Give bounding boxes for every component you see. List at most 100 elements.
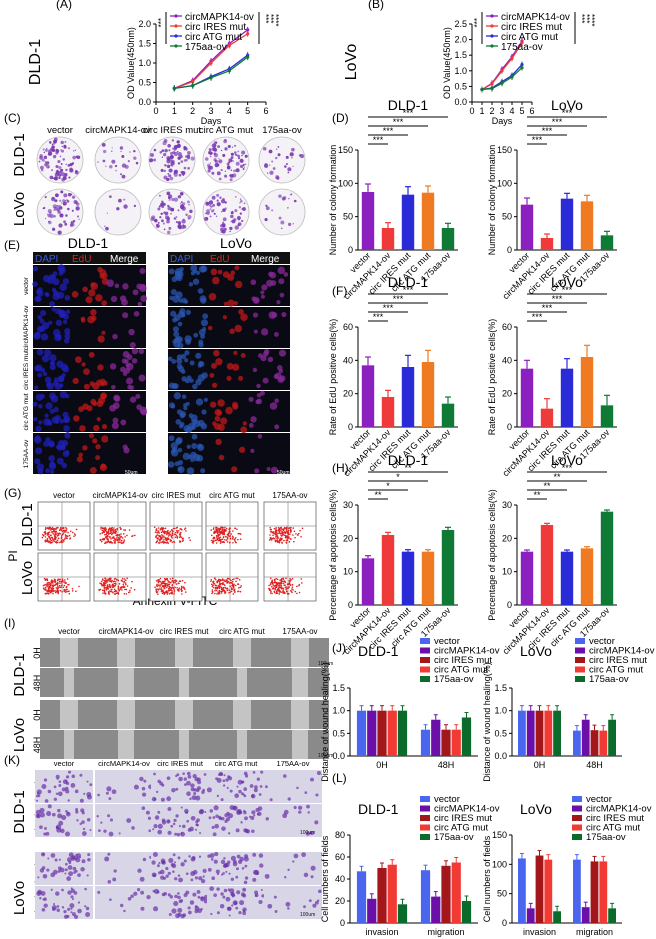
event-dot (63, 531, 65, 534)
event-dot (165, 590, 168, 592)
event-dot (68, 534, 71, 537)
event-dot (290, 579, 292, 581)
event-dot (113, 536, 115, 538)
event-dot (233, 588, 236, 591)
event-dot (226, 541, 229, 543)
event-dot (158, 534, 160, 537)
colony (69, 223, 74, 227)
event-dot (47, 527, 50, 530)
event-dot (184, 527, 187, 530)
event-dot (75, 528, 78, 531)
event-dot (171, 534, 174, 537)
stained-cell (58, 780, 62, 783)
x-tick-label: invasion (523, 927, 556, 937)
event-dot (53, 528, 56, 530)
nucleus (191, 442, 198, 450)
colony (228, 161, 230, 164)
event-dot (171, 584, 174, 587)
stained-cell (183, 859, 187, 863)
colony (173, 170, 178, 174)
event-dot (101, 532, 104, 534)
colony (230, 174, 234, 177)
colony (242, 207, 246, 211)
event-dot (167, 535, 170, 537)
stain-header: Merge (251, 254, 280, 265)
legend-label: 175aa-ov (589, 674, 629, 685)
event-dot (288, 579, 291, 582)
nucleus (177, 321, 183, 327)
event-dot (285, 590, 288, 593)
stained-cell (47, 789, 52, 794)
colony (183, 145, 187, 149)
stained-cell (68, 871, 74, 877)
event-dot (222, 526, 224, 529)
event-dot (224, 580, 226, 583)
bar (553, 911, 561, 923)
nucleus (72, 377, 79, 385)
stained-cell (216, 911, 220, 915)
event-dot (230, 579, 232, 582)
y-axis-label: Cell numbers of fields (482, 835, 492, 922)
colony (51, 169, 54, 172)
stained-cell (198, 876, 203, 881)
event-dot (278, 582, 280, 584)
stained-cell (283, 774, 287, 778)
event-dot (271, 579, 273, 582)
event-dot (212, 540, 215, 542)
x-tick-label: 5 (245, 106, 250, 116)
event-dot (228, 589, 231, 591)
event-dot (177, 590, 180, 592)
event-dot (273, 581, 276, 584)
nucleus (248, 396, 254, 402)
stained-cell (193, 792, 197, 796)
colony (181, 170, 186, 176)
g-header: vector (53, 491, 75, 500)
colony (170, 212, 172, 215)
x-tick-label: 5 (519, 106, 524, 116)
stained-cell (209, 809, 214, 813)
y-tick-label: 0.0 (494, 751, 507, 761)
bar (520, 368, 534, 427)
nucleus (192, 383, 198, 390)
stained-cell (231, 895, 234, 898)
event-dot (125, 593, 128, 595)
bar (580, 201, 594, 250)
nucleus (172, 447, 178, 453)
event-dot (155, 590, 158, 592)
event-dot (184, 591, 187, 593)
colony (133, 150, 136, 153)
event-dot (289, 584, 292, 586)
event-dot (44, 526, 47, 529)
bar (590, 730, 599, 756)
legend-swatch (575, 647, 585, 654)
data-point (227, 69, 231, 73)
g-header: 175AA-ov (272, 491, 307, 500)
stained-cell (172, 870, 175, 873)
nucleus (167, 461, 175, 468)
y-tick-label: 0.0 (454, 97, 467, 107)
nucleus (233, 300, 238, 306)
stained-cell (55, 792, 59, 795)
bar (401, 194, 415, 250)
stained-cell (43, 903, 48, 908)
event-dot (64, 582, 67, 585)
c-header: circ IRES mut (143, 125, 201, 136)
colony (224, 170, 227, 173)
time-label: 48H (32, 737, 42, 754)
event-dot (49, 538, 52, 541)
colony (135, 161, 139, 165)
event-dot (114, 593, 117, 595)
stained-cell (50, 888, 53, 891)
event-dot (57, 526, 59, 529)
event-dot (59, 526, 62, 529)
colony (213, 152, 217, 156)
nucleus (172, 317, 178, 323)
nucleus (79, 425, 86, 432)
event-dot (111, 533, 113, 536)
event-dot (289, 531, 292, 533)
event-dot (220, 586, 222, 589)
stain-header: DAPI (35, 254, 58, 265)
event-dot (278, 591, 281, 593)
event-dot (102, 527, 105, 530)
x-axis-label: Days (492, 116, 513, 126)
